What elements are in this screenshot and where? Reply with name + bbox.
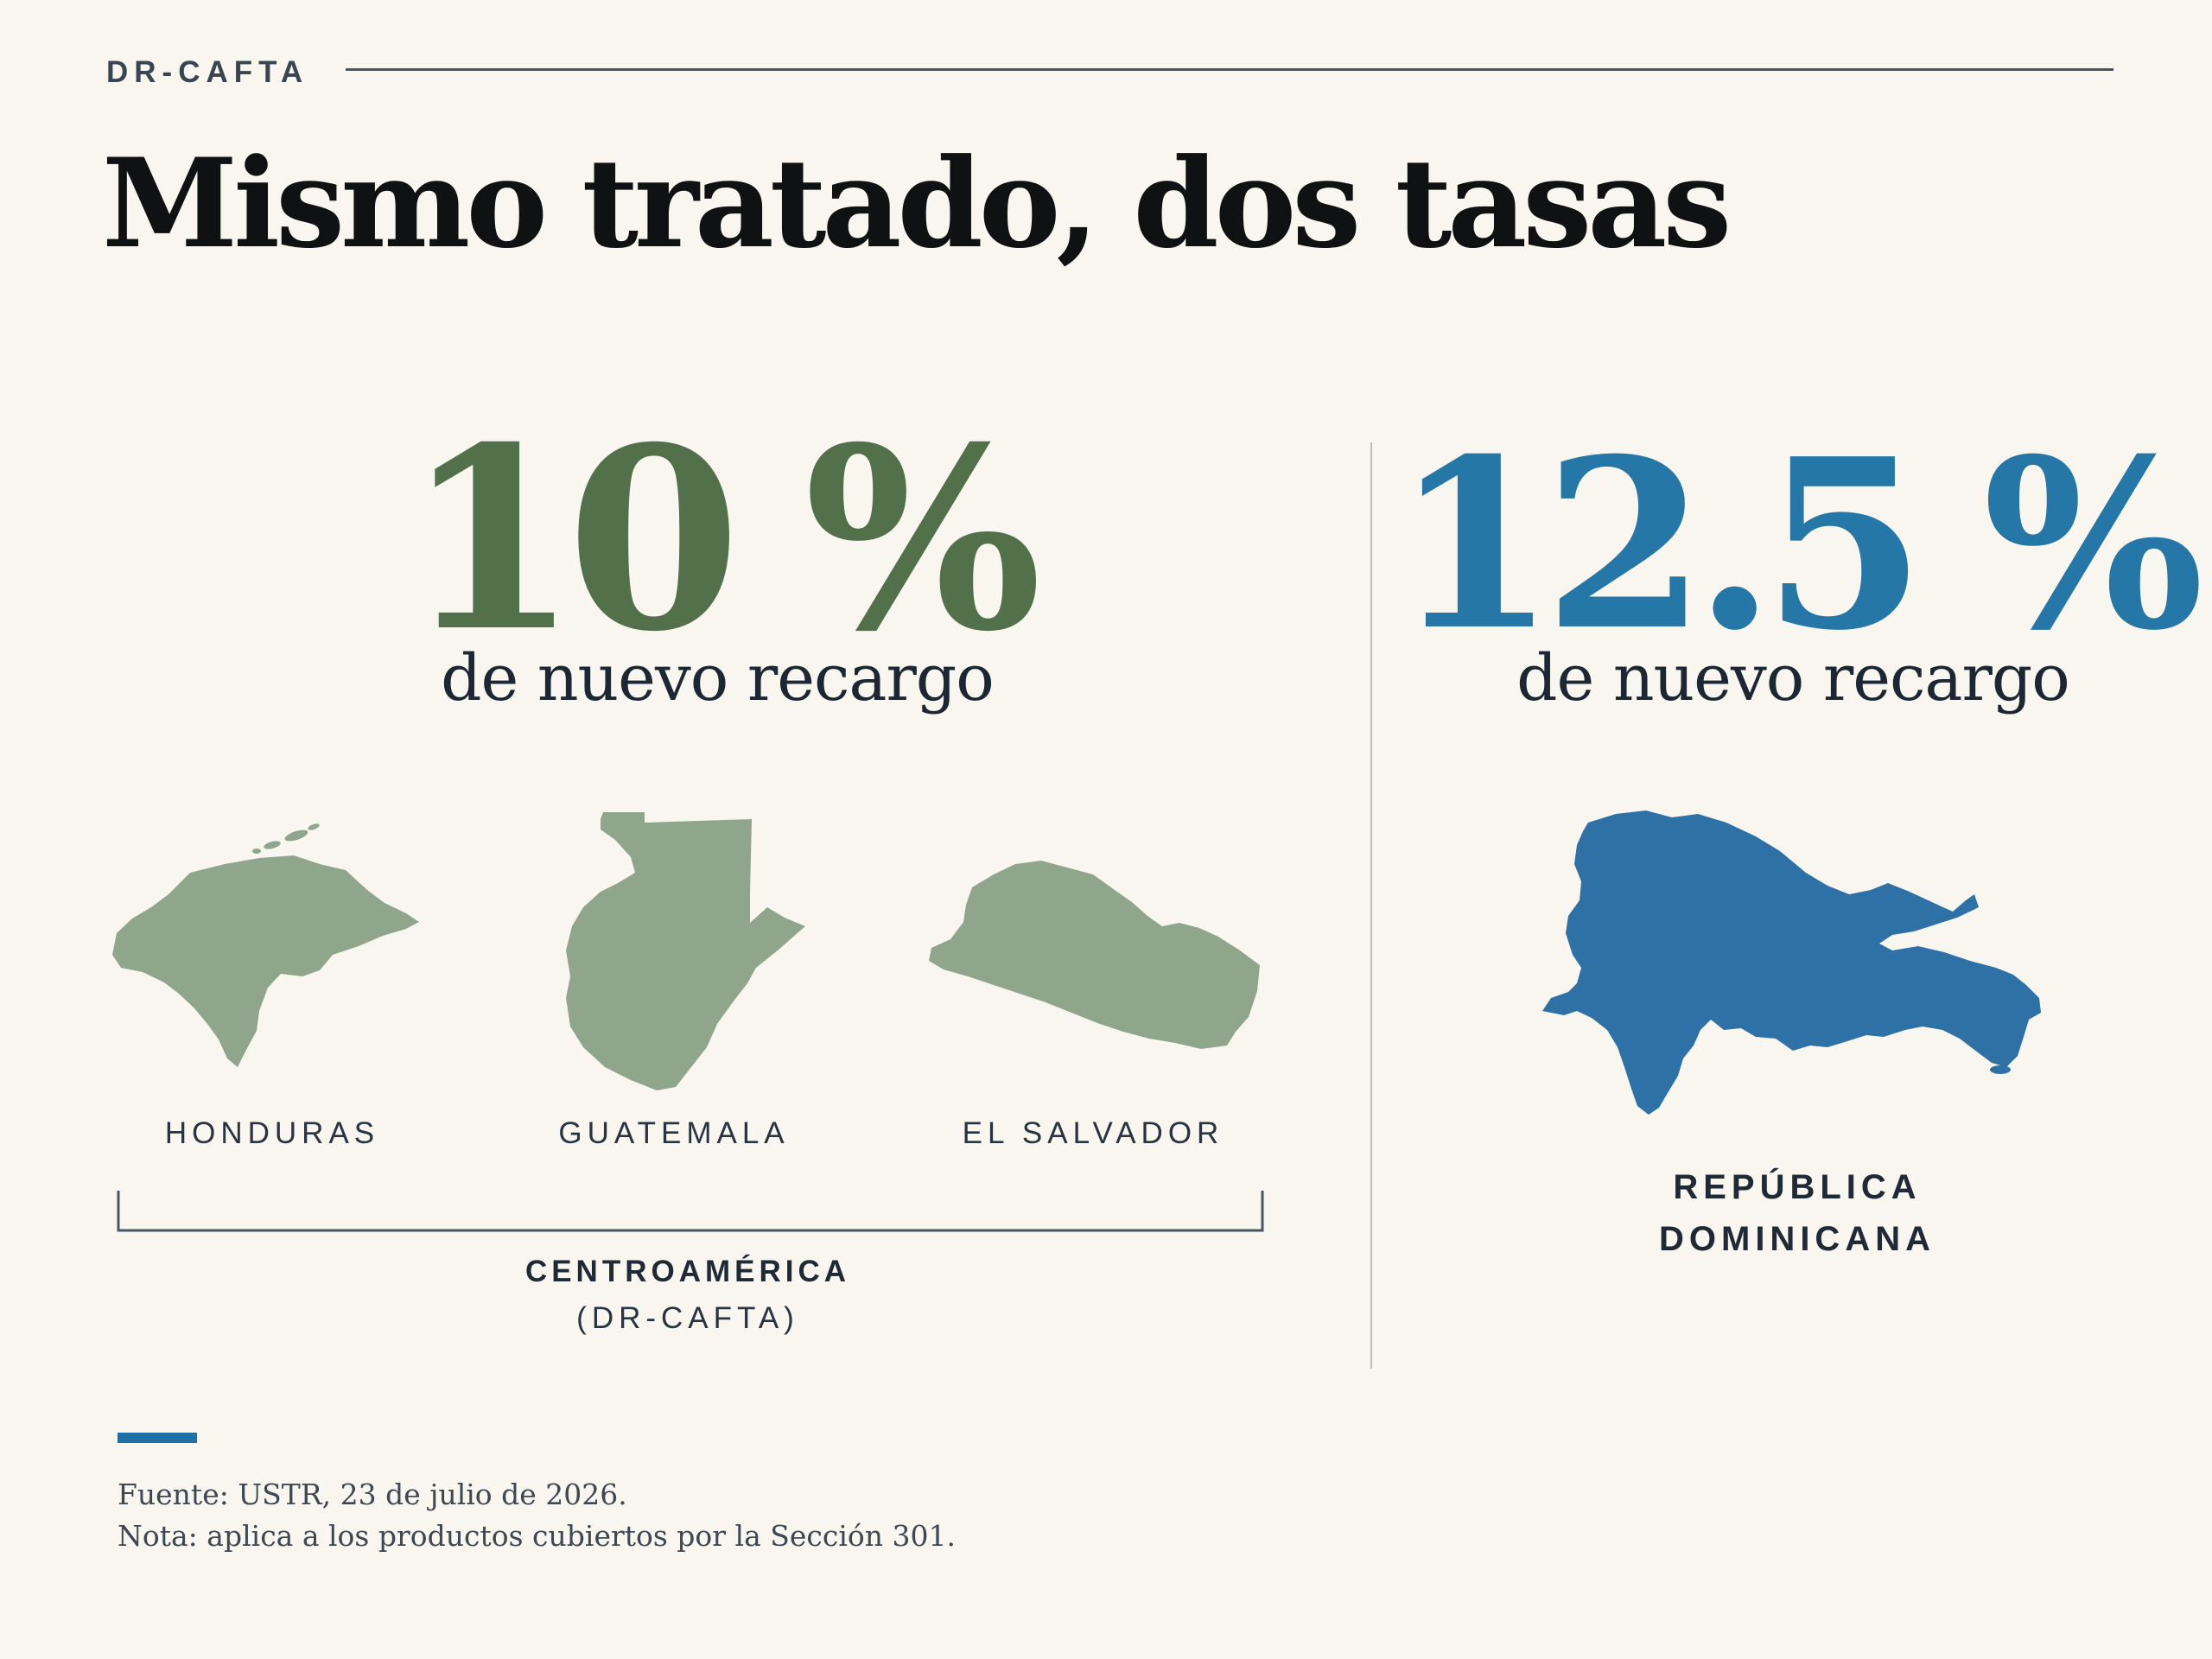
right-rate-subtitle: de nuevo recargo xyxy=(1516,641,2070,715)
country-label-el-salvador: EL SALVADOR xyxy=(962,1116,1224,1150)
footer-note: Nota: aplica a los productos cubiertos p… xyxy=(118,1519,957,1553)
country-label-rd-line1: REPÚBLICA xyxy=(1673,1168,1922,1206)
page-title: Mismo tratado, dos tasas xyxy=(102,132,1732,276)
region-subtitle: (DR-CAFTA) xyxy=(576,1301,799,1335)
dominican-republic-map xyxy=(1542,810,2041,1115)
region-bracket xyxy=(117,1191,1264,1232)
kicker-rule xyxy=(346,68,2113,71)
column-divider xyxy=(1370,442,1372,1369)
footer-accent-bar xyxy=(118,1433,197,1443)
honduras-map xyxy=(112,823,419,1067)
country-label-honduras: HONDURAS xyxy=(164,1116,380,1150)
right-rate: 12.5 % xyxy=(1393,407,2204,682)
country-label-rd-line2: DOMINICANA xyxy=(1659,1220,1936,1258)
left-rate-subtitle: de nuevo recargo xyxy=(441,641,995,715)
region-name: CENTROAMÉRICA xyxy=(524,1255,851,1288)
guatemala-map xyxy=(566,812,805,1090)
footer-source: Fuente: USTR, 23 de julio de 2026. xyxy=(118,1478,627,1511)
country-label-guatemala: GUATEMALA xyxy=(558,1116,790,1150)
kicker-label: DR-CAFTA xyxy=(106,55,309,89)
left-rate: 10 % xyxy=(404,393,1042,687)
el-salvador-map xyxy=(929,861,1260,1049)
